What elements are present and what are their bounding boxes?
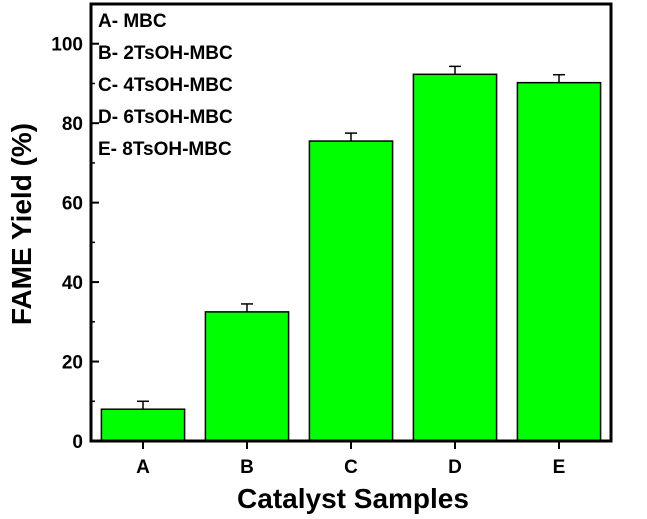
legend-entry-B: B- 2TsOH-MBC [98,43,233,64]
x-axis-title: Catalyst Samples [237,483,469,514]
y-tick-label-20: 20 [62,353,83,374]
bar-A [100,408,186,442]
y-tick-label-80: 80 [62,114,83,135]
legend-entry-D: D- 6TsOH-MBC [98,107,233,128]
bar-E [516,81,602,442]
bars-layer [100,73,602,442]
x-tick-label-E: E [553,457,566,478]
y-tick-label-40: 40 [62,273,83,294]
x-tick-label-A: A [136,457,150,478]
bar-B [204,311,290,442]
x-axis-ticks: A B C D E [136,441,565,478]
error-bars-layer [137,65,565,410]
y-axis-ticks: 0 20 40 60 80 100 [51,35,99,453]
y-tick-label-60: 60 [62,194,83,215]
bar-D [412,73,498,442]
bar-C [308,140,394,442]
y-tick-label-0: 0 [72,432,83,453]
legend-entry-C: C- 4TsOH-MBC [98,75,233,96]
y-axis-title: FAME Yield (%) [6,123,37,325]
y-tick-label-100: 100 [51,35,83,56]
x-tick-label-D: D [448,457,462,478]
x-tick-label-C: C [344,457,358,478]
legend: A- MBC B- 2TsOH-MBC C- 4TsOH-MBC D- 6TsOH-M… [98,11,233,160]
legend-entry-A: A- MBC [98,11,167,32]
x-tick-label-B: B [240,457,254,478]
legend-entry-E: E- 8TsOH-MBC [98,139,232,160]
